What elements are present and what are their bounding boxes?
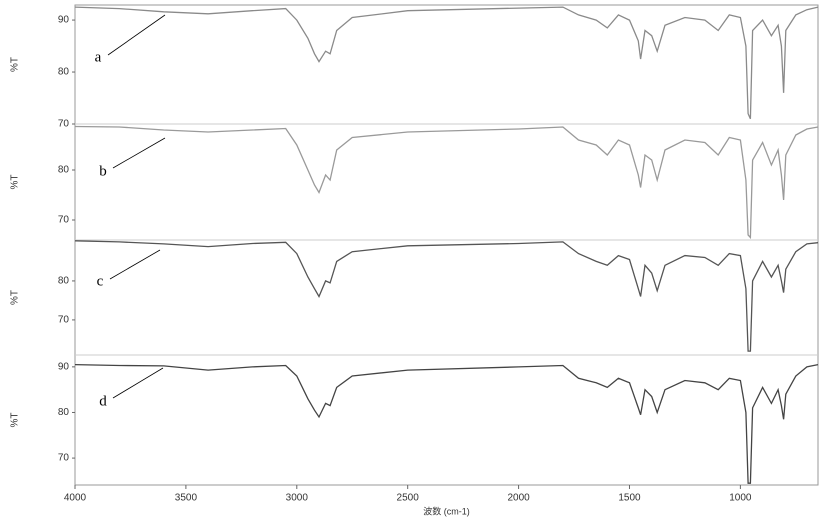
y-tick-label: 70 bbox=[58, 119, 70, 130]
x-axis-label: 波数 (cm-1) bbox=[423, 505, 470, 516]
x-tick-label: 2500 bbox=[397, 493, 420, 504]
leader-line bbox=[112, 367, 164, 399]
leader-line bbox=[107, 14, 166, 56]
plot-frame bbox=[74, 4, 819, 486]
spectrum-line bbox=[74, 363, 819, 484]
y-axis-label: %T bbox=[10, 57, 21, 72]
y-tick-label: 90 bbox=[58, 362, 70, 373]
series-label: d bbox=[99, 393, 107, 409]
y-axis-label: %T bbox=[10, 175, 21, 190]
y-axis-label: %T bbox=[10, 413, 21, 428]
x-tick-label: 2000 bbox=[507, 493, 530, 504]
series-label: c bbox=[97, 273, 104, 289]
leader-line bbox=[112, 137, 166, 169]
y-tick-label: 80 bbox=[58, 165, 70, 176]
y-tick-label: 90 bbox=[58, 15, 70, 26]
y-tick-label: 80 bbox=[58, 276, 70, 287]
x-tick-label: 4000 bbox=[64, 493, 87, 504]
y-tick-label: 70 bbox=[58, 215, 70, 226]
y-tick-label: 80 bbox=[58, 407, 70, 418]
x-tick-label: 1000 bbox=[729, 493, 752, 504]
series-label: a bbox=[95, 49, 102, 65]
y-tick-label: 80 bbox=[58, 67, 70, 78]
spectrum-line bbox=[74, 240, 819, 352]
x-tick-label: 3000 bbox=[286, 493, 309, 504]
spectrum-line bbox=[74, 6, 819, 120]
series-label: b bbox=[99, 163, 107, 179]
spectrum-line bbox=[74, 125, 819, 240]
y-axis-label: %T bbox=[10, 290, 21, 305]
x-tick-label: 1500 bbox=[618, 493, 641, 504]
x-tick-label: 3500 bbox=[175, 493, 198, 504]
leader-line bbox=[109, 249, 161, 280]
y-tick-label: 70 bbox=[58, 453, 70, 464]
y-tick-label: 70 bbox=[58, 315, 70, 326]
